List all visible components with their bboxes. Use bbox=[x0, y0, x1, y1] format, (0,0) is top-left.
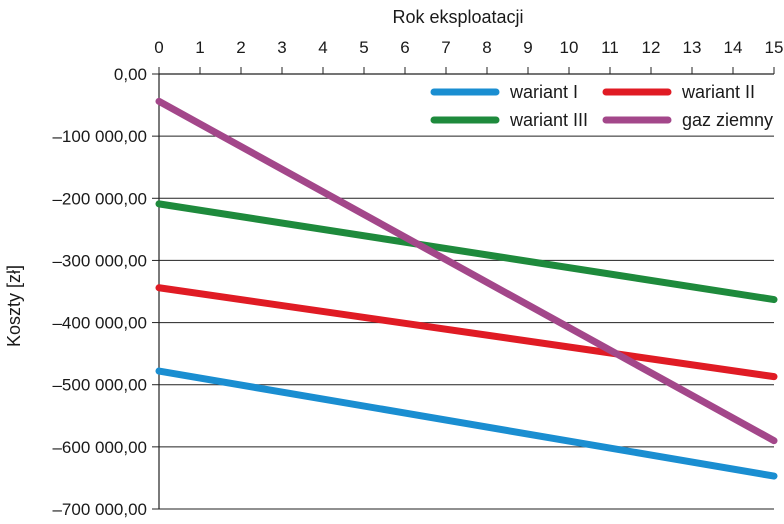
x-tick-label: 10 bbox=[560, 38, 579, 57]
y-axis: 0,00 –100 000,00 –200 000,00 –300 000,00 –40… bbox=[52, 65, 160, 519]
y-tick-label: 0,00 bbox=[114, 65, 147, 84]
x-tick-label: 13 bbox=[683, 38, 702, 57]
x-tick-label: 14 bbox=[724, 38, 743, 57]
x-tick-label: 6 bbox=[400, 38, 409, 57]
y-tick-label: –600 000,00 bbox=[52, 438, 147, 457]
legend: wariant I wariant II wariant III gaz ziemny bbox=[430, 82, 773, 130]
legend-label: gaz ziemny bbox=[682, 110, 773, 130]
legend-label: wariant III bbox=[509, 110, 588, 130]
x-tick-label: 8 bbox=[482, 38, 491, 57]
y-axis-title: Koszty [zł] bbox=[4, 265, 24, 347]
x-axis: 0 1 2 3 4 5 6 7 8 9 10 11 12 13 14 15 bbox=[154, 38, 784, 75]
x-tick-label: 9 bbox=[523, 38, 532, 57]
gridlines bbox=[159, 135, 774, 510]
x-tick-label: 7 bbox=[441, 38, 450, 57]
y-tick-label: –400 000,00 bbox=[52, 314, 147, 333]
legend-label: wariant II bbox=[681, 82, 755, 102]
y-tick-label: –200 000,00 bbox=[52, 189, 147, 208]
series-line bbox=[155, 284, 778, 381]
x-tick-label: 12 bbox=[642, 38, 661, 57]
series-line bbox=[155, 367, 778, 480]
x-tick-label: 4 bbox=[318, 38, 327, 57]
x-tick-label: 5 bbox=[359, 38, 368, 57]
y-tick-label: –100 000,00 bbox=[52, 127, 147, 146]
y-tick-label: –700 000,00 bbox=[52, 500, 147, 519]
y-tick-label: –500 000,00 bbox=[52, 376, 147, 395]
x-tick-label: 11 bbox=[601, 38, 619, 57]
y-tick-label: –300 000,00 bbox=[52, 251, 147, 270]
x-tick-label: 2 bbox=[236, 38, 245, 57]
series-line bbox=[155, 200, 778, 304]
legend-label: wariant I bbox=[509, 82, 578, 102]
x-tick-label: 15 bbox=[765, 38, 784, 57]
series-line bbox=[155, 97, 778, 445]
x-tick-label: 1 bbox=[195, 38, 204, 57]
x-tick-label: 0 bbox=[154, 38, 163, 57]
series-lines bbox=[155, 97, 778, 480]
x-axis-title: Rok eksploatacji bbox=[392, 7, 523, 27]
x-tick-label: 3 bbox=[277, 38, 286, 57]
